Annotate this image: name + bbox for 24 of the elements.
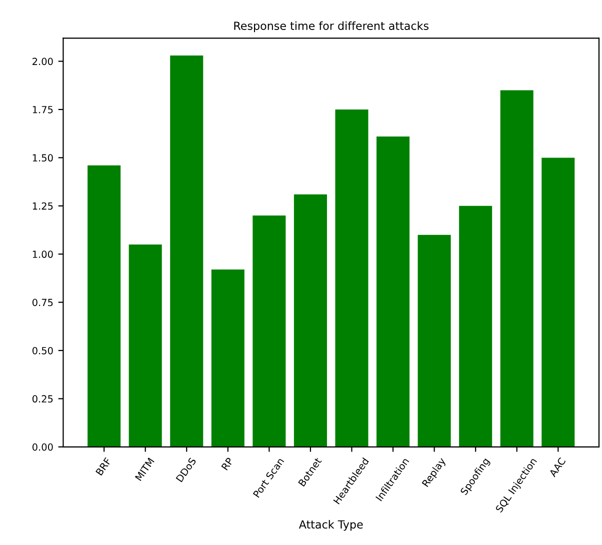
bar <box>459 206 492 447</box>
bar <box>294 194 327 447</box>
bar <box>418 234 451 447</box>
bar <box>128 244 162 447</box>
bar <box>335 109 368 447</box>
bar <box>542 158 575 447</box>
bar <box>500 90 534 447</box>
y-tick-label: 2.00 <box>32 58 53 66</box>
bar <box>211 270 244 447</box>
y-tick-label: 1.50 <box>32 154 53 162</box>
bar <box>252 216 286 447</box>
chart-title: Response time for different attacks <box>234 21 428 32</box>
x-tick-label: RP <box>221 457 234 470</box>
x-axis-title: Attack Type <box>298 520 363 531</box>
bar <box>170 56 204 447</box>
y-tick-label: 1.00 <box>32 250 53 258</box>
bar <box>376 136 410 447</box>
y-tick-label: 0.00 <box>32 443 53 451</box>
y-tick-label: 1.75 <box>32 106 53 114</box>
bar <box>88 165 121 447</box>
y-tick-label: 0.25 <box>32 395 53 403</box>
y-tick-label: 0.50 <box>32 346 53 354</box>
y-tick-label: 1.25 <box>32 202 53 210</box>
y-tick-label: 0.75 <box>32 298 53 306</box>
